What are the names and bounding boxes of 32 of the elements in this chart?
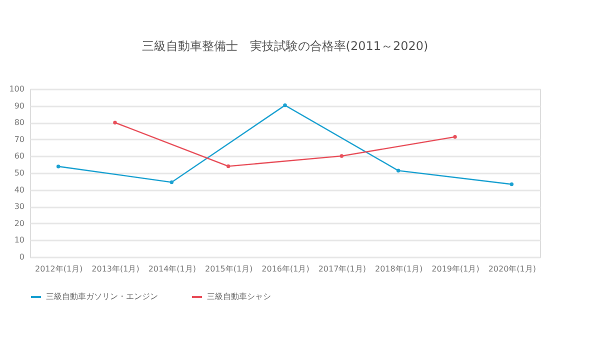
x-tick-label: 2018年(1月) [374, 264, 423, 274]
y-tick-label: 100 [9, 84, 24, 94]
point [170, 180, 174, 184]
y-tick-label: 80 [14, 118, 24, 128]
x-tick-label: 2016年(1月) [262, 264, 310, 274]
y-tick-label: 70 [14, 134, 24, 144]
y-tick-label: 0 [19, 252, 24, 262]
x-tick-label: 2017年(1月) [318, 264, 366, 274]
point [510, 182, 514, 186]
point [283, 103, 287, 108]
y-tick-label: 90 [14, 101, 24, 110]
point [56, 164, 60, 168]
point [226, 164, 230, 168]
x-tick-label: 2019年(1月) [432, 264, 480, 274]
x-tick-label: 2015年(1月) [204, 264, 253, 274]
y-tick-label: 40 [14, 185, 24, 194]
y-tick-label: 30 [14, 202, 24, 212]
x-tick-label: 2013年(1月) [92, 264, 140, 274]
y-tick-label: 20 [14, 218, 24, 228]
y-tick-label: 60 [14, 152, 24, 161]
y-tick-label: 50 [14, 168, 24, 178]
chart-title: 三級自動車整備士 実技試験の合格率(2011～2020) [142, 39, 428, 53]
y-tick-label: 10 [14, 236, 24, 245]
point [396, 168, 400, 173]
x-tick-label: 2012年(1月) [34, 264, 83, 274]
point [453, 135, 457, 139]
x-tick-label: 2014年(1月) [148, 264, 196, 274]
point [340, 154, 344, 158]
point [113, 120, 117, 124]
legend-label: 三級自動車シャシ [207, 292, 271, 301]
legend-label: 三級自動車ガソリン・エンジン [46, 292, 158, 301]
x-tick-label: 2020年(1月) [488, 264, 536, 274]
